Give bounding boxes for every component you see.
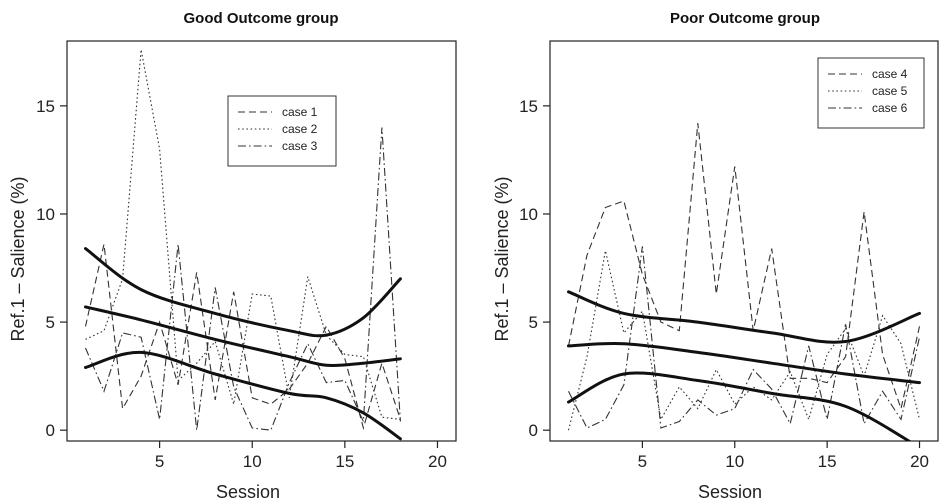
x-tick-label: 5 bbox=[155, 452, 164, 471]
legend-box bbox=[227, 95, 337, 167]
plot-frame bbox=[549, 40, 939, 442]
x-tick-label: 10 bbox=[725, 452, 744, 471]
x-tick-label: 10 bbox=[243, 452, 262, 471]
x-tick-label: 20 bbox=[428, 452, 447, 471]
legend-box bbox=[817, 57, 925, 129]
y-tick-label: 5 bbox=[46, 313, 55, 332]
poor-outcome-panel: Poor Outcome group Session Ref.1 – Salie… bbox=[492, 10, 939, 502]
legend-label: case 2 bbox=[282, 122, 318, 136]
y-axis-label: Ref.1 – Salience (%) bbox=[8, 176, 28, 341]
legend-label: case 5 bbox=[872, 84, 908, 98]
fit-mean-line bbox=[567, 341, 921, 385]
panel-title: Good Outcome group bbox=[184, 10, 339, 27]
legend-label: case 4 bbox=[872, 67, 908, 81]
fit-lower-band bbox=[567, 371, 912, 441]
y-tick-label: 10 bbox=[36, 205, 55, 224]
series-line-case-5 bbox=[567, 250, 921, 431]
plot-frame bbox=[66, 40, 457, 442]
fit-lower-band bbox=[84, 350, 402, 441]
x-axis-label: Session bbox=[698, 482, 762, 502]
y-tick-label: 0 bbox=[529, 421, 538, 440]
series-line-case-1 bbox=[84, 244, 401, 431]
plot-area bbox=[567, 123, 921, 441]
y-tick-label: 5 bbox=[529, 313, 538, 332]
y-tick-label: 15 bbox=[36, 97, 55, 116]
fit-upper-band bbox=[84, 247, 402, 338]
legend-label: case 6 bbox=[872, 101, 908, 115]
legend: case 4 case 5 case 6 bbox=[817, 57, 925, 129]
y-tick-label: 15 bbox=[519, 97, 538, 116]
plot-area bbox=[84, 49, 402, 441]
legend-label: case 3 bbox=[282, 139, 318, 153]
series-line-case-2 bbox=[85, 49, 401, 420]
y-tick-label: 0 bbox=[46, 421, 55, 440]
series-line-case-4 bbox=[567, 123, 921, 411]
legend: case 1 case 2 case 3 bbox=[227, 95, 337, 167]
y-tick-label: 10 bbox=[519, 205, 538, 224]
good-outcome-panel: Good Outcome group Session Ref.1 – Salie… bbox=[8, 10, 457, 502]
series-line-case-3 bbox=[84, 127, 401, 431]
x-tick-label: 5 bbox=[638, 452, 647, 471]
x-tick-label: 15 bbox=[335, 452, 354, 471]
x-tick-label: 20 bbox=[910, 452, 929, 471]
panel-title: Poor Outcome group bbox=[670, 10, 820, 27]
fit-upper-band bbox=[567, 290, 921, 344]
legend-label: case 1 bbox=[282, 105, 318, 119]
y-axis-label: Ref.1 – Salience (%) bbox=[492, 176, 512, 341]
fit-mean-line bbox=[84, 305, 402, 368]
x-axis-label: Session bbox=[216, 482, 280, 502]
x-tick-label: 15 bbox=[818, 452, 837, 471]
